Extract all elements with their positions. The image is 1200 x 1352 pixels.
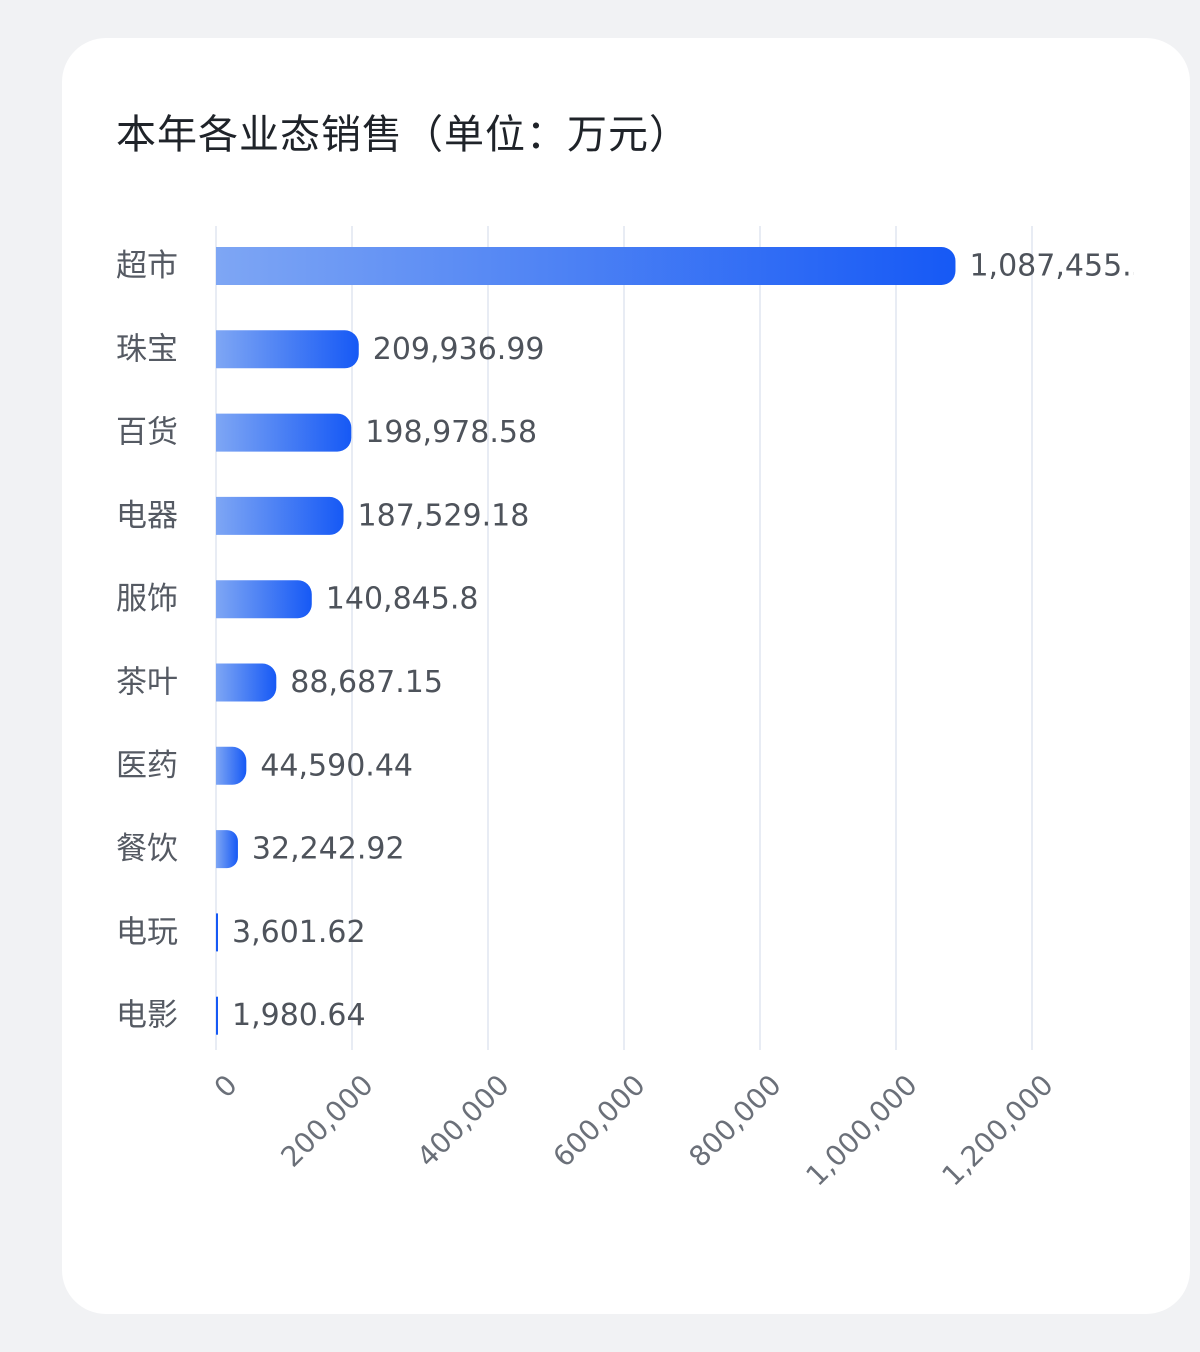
x-tick-label: 0 — [208, 1068, 244, 1104]
bar — [216, 247, 956, 285]
category-label: 医药 — [116, 748, 178, 784]
x-axis-ticks: 0 200,000 400,000 600,000 800,000 1,000,000 1,… — [208, 1068, 1060, 1192]
data-label: 187,529.18 — [358, 498, 530, 533]
bar — [216, 746, 247, 785]
category-label: 服饰 — [116, 581, 178, 617]
bar — [216, 996, 218, 1035]
bar — [215, 330, 359, 369]
x-tick-label: 400,000 — [410, 1068, 515, 1173]
data-label: 32,242.92 — [252, 832, 405, 867]
data-label: 1,087,455.3 — [969, 249, 1150, 284]
category-label: 茶叶 — [116, 665, 178, 701]
value-labels: 1,087,455.3 209,936.99 198,978.58 187,529.1… — [232, 249, 1150, 1034]
data-label: 88,687.15 — [290, 665, 443, 700]
x-tick-label: 600,000 — [546, 1068, 651, 1173]
bar — [216, 663, 277, 702]
data-label: 198,978.58 — [365, 415, 537, 450]
category-label: 餐饮 — [116, 831, 178, 867]
x-tick-label: 1,200,000 — [936, 1068, 1060, 1192]
bar — [216, 830, 238, 869]
x-tick-label: 800,000 — [682, 1068, 787, 1173]
bar — [216, 580, 312, 619]
category-label: 珠宝 — [116, 331, 178, 367]
data-label: 140,845.8 — [326, 582, 479, 617]
x-tick-label: 200,000 — [274, 1068, 379, 1173]
category-label: 电影 — [116, 998, 178, 1034]
bar — [215, 413, 352, 452]
data-label: 3,601.62 — [232, 915, 366, 950]
category-label: 电玩 — [116, 914, 178, 950]
data-label: 209,936.99 — [373, 332, 545, 367]
category-label: 百货 — [116, 415, 178, 451]
category-label: 超市 — [116, 248, 178, 284]
chart-title: 本年各业态销售（单位：万元） — [116, 112, 690, 158]
bar — [216, 913, 218, 952]
data-label: 1,980.64 — [232, 998, 366, 1033]
chart-card: 本年各业态销售（单位：万元） 超市珠宝百货电器服饰茶叶医药餐饮电玩电影 1,087… — [62, 38, 1190, 1314]
data-label: 44,590.44 — [260, 748, 413, 783]
bar — [216, 496, 344, 535]
category-label: 电器 — [116, 498, 178, 534]
bars — [215, 247, 956, 1035]
x-tick-label: 1,000,000 — [800, 1068, 924, 1192]
